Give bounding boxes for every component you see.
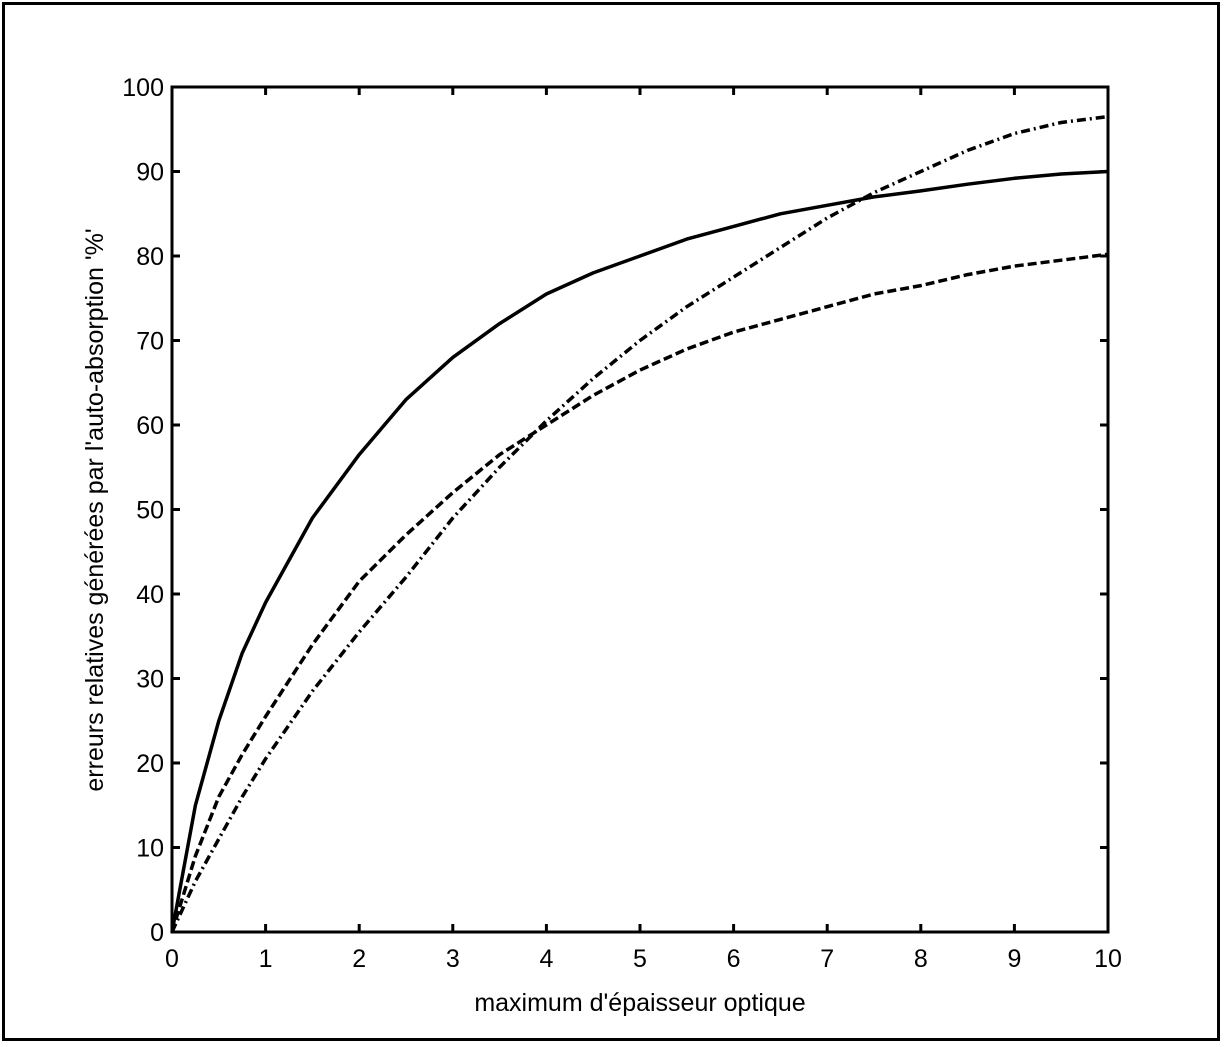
y-tick-label: 50 (136, 497, 164, 525)
x-tick-label: 3 (446, 945, 460, 973)
x-tick-label: 8 (914, 945, 928, 973)
x-tick-label: 4 (539, 945, 553, 973)
x-tick-label: 1 (259, 945, 273, 973)
x-tick-label: 9 (1007, 945, 1021, 973)
x-tick-label: 0 (165, 945, 179, 973)
x-tick-label: 6 (727, 945, 741, 973)
y-axis-label: erreurs relatives générées par l'auto-ab… (81, 228, 109, 791)
x-tick-label: 5 (633, 945, 647, 973)
series-group (170, 114, 1109, 933)
y-tick-label: 30 (136, 666, 164, 694)
y-tick-label: 0 (150, 919, 164, 947)
y-tick-label: 40 (136, 581, 164, 609)
y-tick-label: 80 (136, 243, 164, 271)
axis-ticks (170, 85, 1110, 934)
series-line-dash-dot (170, 114, 1109, 933)
series-line-solid (170, 169, 1109, 933)
y-tick-label: 20 (136, 750, 164, 778)
x-tick-label: 2 (352, 945, 366, 973)
y-tick-label: 90 (136, 159, 164, 187)
x-tick-label: 7 (820, 945, 834, 973)
y-tick-label: 10 (136, 835, 164, 863)
plot-area-border (170, 85, 1110, 934)
series-line-dashed (170, 252, 1109, 933)
x-axis-label: maximum d'épaisseur optique (474, 989, 805, 1017)
y-tick-label: 70 (136, 328, 164, 356)
y-tick-label: 60 (136, 412, 164, 440)
x-tick-label: 10 (1094, 945, 1122, 973)
y-tick-label: 100 (122, 74, 164, 102)
